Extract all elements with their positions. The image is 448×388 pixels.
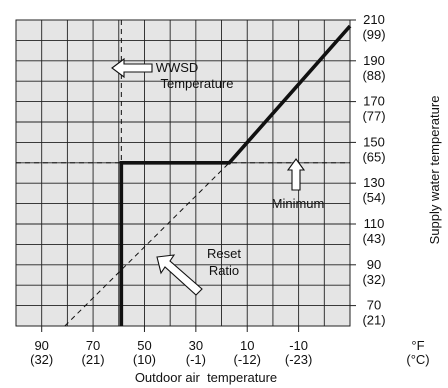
up-arrow-icon [286,158,306,191]
x-axis: 90(32) 70(21) 50(10) 30(-1) 10(-12) -10(-23) [30,326,312,367]
annotation-wwsd-line1: WWSD [156,60,199,75]
series [16,20,352,327]
y-tick-label: 110 [364,216,385,231]
y-tick-label: 170 [363,94,385,109]
y-tick-label-c: (21) [362,313,385,328]
y-axis: 210(99) 190(88) 170(77) 150(65) 130(54) 110(4… [350,12,386,328]
y-tick-label-c: (54) [362,190,385,205]
x-tick-label: 50 [137,338,151,353]
y-tick-label-c: (88) [362,68,385,83]
annotation-minimum-label: Minimum [272,196,325,211]
x-tick-label-c: (32) [30,352,53,367]
reset-curve-line [119,24,352,326]
x-unit-c: (°C) [406,352,429,367]
x-axis-title: Outdoor air temperature [135,370,277,385]
x-tick-label: 30 [189,338,203,353]
y-tick-label: 210 [363,12,385,27]
x-tick-label-c: (-12) [234,352,261,367]
y-tick-label-c: (65) [362,149,385,164]
x-tick-label: 90 [34,338,48,353]
annotation-reset-ratio: Reset Ratio [156,246,241,296]
x-tick-label-c: (10) [133,352,156,367]
x-tick-label-c: (-23) [285,352,312,367]
left-arrow-icon [111,57,153,79]
x-tick-label: 10 [240,338,254,353]
y-tick-label: 190 [363,53,385,68]
y-axis-title: Supply water temperature [427,96,442,245]
y-tick-label: 150 [363,134,385,149]
y-tick-label: 90 [367,257,381,272]
y-tick-label: 130 [363,175,385,190]
x-unit-f: °F [411,338,424,353]
y-tick-label-c: (77) [362,109,385,124]
y-tick-label-c: (99) [362,27,385,42]
annotation-reset-line2: Ratio [209,263,239,278]
annotation-reset-line1: Reset [207,246,241,261]
y-tick-label-c: (43) [362,231,385,246]
x-tick-label-c: (-1) [186,352,206,367]
x-tick-label: -10 [289,338,308,353]
y-tick-label: 70 [367,298,381,313]
annotation-minimum: Minimum [272,158,325,211]
x-tick-label-c: (21) [82,352,105,367]
x-tick-label: 70 [86,338,100,353]
reset-ratio-line [64,162,230,327]
y-tick-label-c: (32) [362,272,385,287]
up-left-arrow-icon [156,254,203,296]
annotation-wwsd: WWSD Temperature [111,57,234,91]
annotation-wwsd-line2: Temperature [161,76,234,91]
